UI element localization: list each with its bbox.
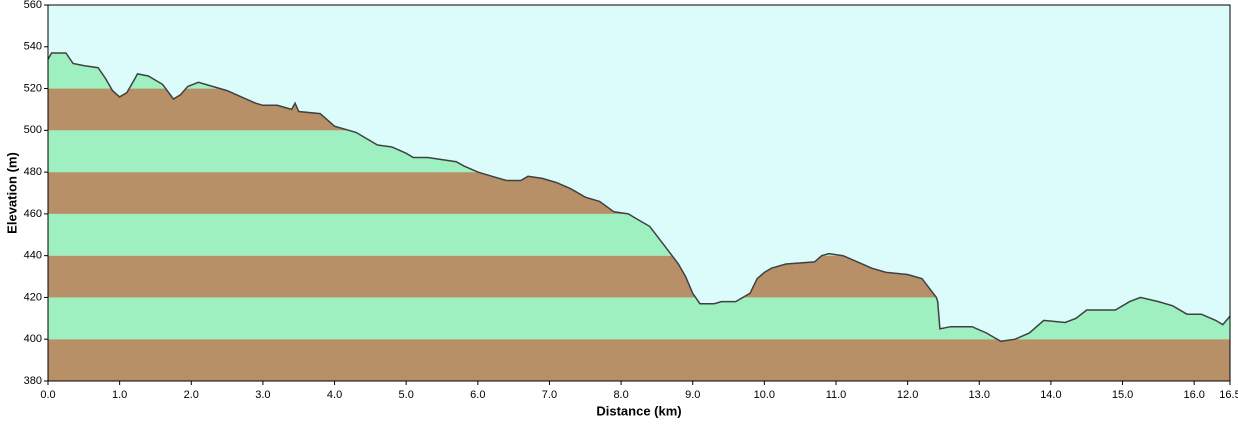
y-tick-label: 480 [24, 166, 42, 178]
x-tick-label: 3.0 [255, 389, 270, 401]
y-tick-label: 520 [24, 82, 42, 94]
x-tick-label: 4.0 [327, 389, 342, 401]
x-tick-label: 13.0 [969, 389, 990, 401]
y-tick-label: 500 [24, 124, 42, 136]
x-tick-label: 2.0 [184, 389, 199, 401]
y-tick-label: 560 [24, 0, 42, 11]
x-tick-label: 5.0 [399, 389, 414, 401]
elevation-band [48, 339, 1230, 381]
elevation-line [47, 52, 1231, 343]
x-tick-label: 7.0 [542, 389, 557, 401]
y-tick-label: 420 [24, 291, 42, 303]
x-tick-label: 10.0 [754, 389, 775, 401]
y-tick-label: 380 [24, 375, 42, 387]
y-axis-label: Elevation (m) [4, 152, 19, 234]
y-tick-label: 540 [24, 41, 42, 53]
x-tick-label: 16.0 [1183, 389, 1204, 401]
x-tick-label: 16.5 [1219, 389, 1238, 401]
x-tick-label: 1.0 [112, 389, 127, 401]
y-tick-label: 460 [24, 208, 42, 220]
x-tick-label: 0.0 [40, 389, 55, 401]
x-tick-label: 11.0 [826, 389, 847, 401]
x-axis-label: Distance (km) [596, 403, 681, 418]
plot-frame [47, 4, 1231, 382]
x-tick-label: 14.0 [1040, 389, 1061, 401]
x-tick-label: 8.0 [613, 389, 628, 401]
y-tick-label: 440 [24, 250, 42, 262]
x-tick-label: 6.0 [470, 389, 485, 401]
x-tick-label: 9.0 [685, 389, 700, 401]
y-tick-label: 400 [24, 333, 42, 345]
x-tick-label: 15.0 [1112, 389, 1133, 401]
x-tick-label: 12.0 [897, 389, 918, 401]
